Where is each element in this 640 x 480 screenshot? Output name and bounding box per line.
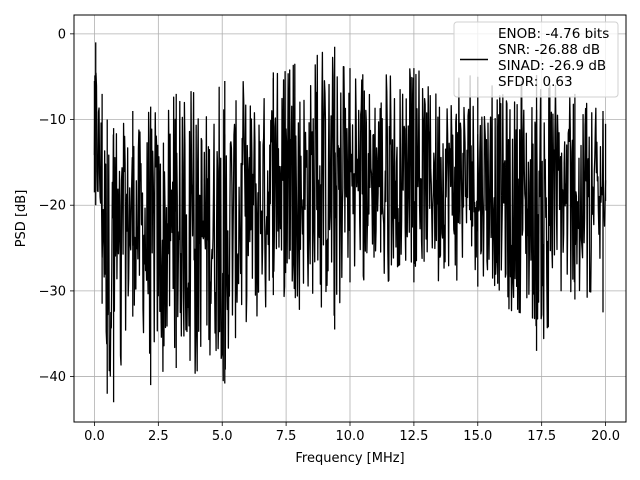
y-tick-label: 0 [58, 27, 66, 42]
y-axis-label: PSD [dB] [14, 190, 29, 248]
x-tick-label: 20.0 [591, 429, 620, 444]
x-tick-label: 0.0 [84, 429, 105, 444]
x-tick-label: 10.0 [336, 429, 365, 444]
y-tick-label: −10 [39, 113, 66, 128]
y-tick-label: −40 [39, 370, 66, 385]
legend-box [453, 21, 619, 98]
legend-entry-line: SINAD: -26.9 dB [498, 58, 606, 74]
x-tick-label: 2.5 [148, 429, 169, 444]
x-axis-label: Frequency [MHz] [295, 451, 404, 466]
y-tick-label: −30 [39, 284, 66, 299]
x-tick-label: 5.0 [212, 429, 233, 444]
legend-entry-line: SFDR: 0.63 [498, 74, 573, 90]
x-tick-label: 17.5 [527, 429, 556, 444]
x-tick-label: 12.5 [399, 429, 428, 444]
legend-entry-line: ENOB: -4.76 bits [498, 26, 609, 42]
x-tick-label: 7.5 [276, 429, 297, 444]
x-tick-label: 15.0 [463, 429, 492, 444]
legend-entry-line: SNR: -26.88 dB [498, 42, 600, 58]
y-tick-label: −20 [39, 199, 66, 214]
series-layer [93, 42, 607, 403]
tick-layer: 0.0 2.5 5.0 7.5 10.0 12.5 15.0 17.5 20.0 0 −10 −20 −… [39, 27, 620, 444]
